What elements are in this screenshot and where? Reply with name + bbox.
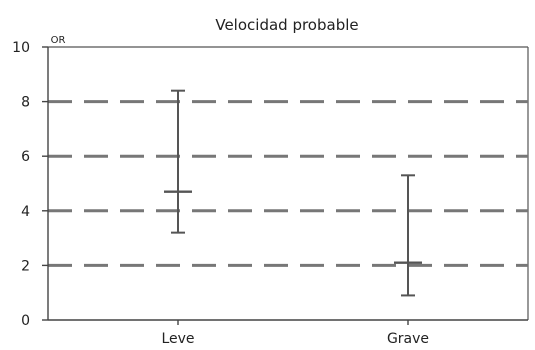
y-axis-label: OR — [51, 35, 66, 46]
plot-area — [48, 46, 529, 320]
error-bar-grave — [394, 174, 422, 297]
y-tick-label: 0 — [21, 313, 30, 329]
y-tick-label: 4 — [21, 204, 30, 220]
y-tick-label: 8 — [21, 95, 30, 111]
category-label: Leve — [161, 331, 194, 347]
y-tick-label: 6 — [21, 149, 30, 165]
y-tick-label: 10 — [12, 40, 30, 56]
y-tick-label: 2 — [21, 258, 30, 274]
category-labels: Leve Grave — [161, 331, 429, 347]
error-bars — [164, 89, 422, 297]
error-bar-leve — [164, 89, 192, 234]
category-label: Grave — [387, 331, 429, 347]
grid-lines — [48, 100, 528, 267]
chart-title: Velocidad probable — [215, 16, 358, 34]
tick-labels: 0 2 4 6 8 10 — [12, 40, 409, 329]
axes — [47, 47, 528, 321]
